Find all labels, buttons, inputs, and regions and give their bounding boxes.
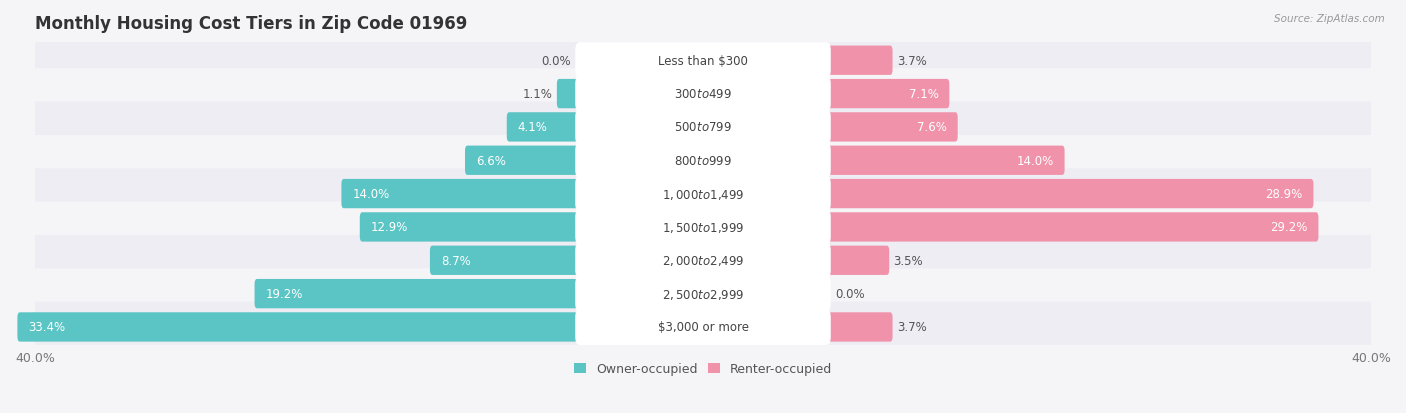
FancyBboxPatch shape: [21, 102, 1385, 153]
Text: $1,000 to $1,499: $1,000 to $1,499: [662, 187, 744, 201]
Text: 3.7%: 3.7%: [897, 55, 927, 68]
Text: $1,500 to $1,999: $1,500 to $1,999: [662, 221, 744, 234]
Text: $500 to $799: $500 to $799: [673, 121, 733, 134]
FancyBboxPatch shape: [825, 246, 889, 275]
Text: 4.1%: 4.1%: [517, 121, 547, 134]
Text: 12.9%: 12.9%: [371, 221, 408, 234]
FancyBboxPatch shape: [21, 302, 1385, 352]
Text: 7.6%: 7.6%: [917, 121, 946, 134]
FancyBboxPatch shape: [21, 36, 1385, 86]
FancyBboxPatch shape: [575, 143, 831, 179]
Text: 1.1%: 1.1%: [523, 88, 553, 101]
FancyBboxPatch shape: [342, 180, 581, 209]
FancyBboxPatch shape: [825, 146, 1064, 176]
FancyBboxPatch shape: [575, 209, 831, 245]
Text: 28.9%: 28.9%: [1265, 188, 1302, 201]
Text: 6.6%: 6.6%: [475, 154, 506, 167]
Text: 14.0%: 14.0%: [1017, 154, 1053, 167]
Text: $2,500 to $2,999: $2,500 to $2,999: [662, 287, 744, 301]
FancyBboxPatch shape: [825, 46, 893, 76]
Text: 0.0%: 0.0%: [835, 287, 865, 300]
Text: $300 to $499: $300 to $499: [673, 88, 733, 101]
FancyBboxPatch shape: [21, 268, 1385, 319]
FancyBboxPatch shape: [575, 276, 831, 312]
Text: 0.0%: 0.0%: [541, 55, 571, 68]
Text: 8.7%: 8.7%: [441, 254, 471, 267]
FancyBboxPatch shape: [21, 202, 1385, 253]
FancyBboxPatch shape: [825, 113, 957, 142]
FancyBboxPatch shape: [575, 176, 831, 212]
Text: Monthly Housing Cost Tiers in Zip Code 01969: Monthly Housing Cost Tiers in Zip Code 0…: [35, 15, 467, 33]
FancyBboxPatch shape: [575, 43, 831, 79]
FancyBboxPatch shape: [21, 235, 1385, 286]
FancyBboxPatch shape: [21, 69, 1385, 120]
Legend: Owner-occupied, Renter-occupied: Owner-occupied, Renter-occupied: [574, 363, 832, 375]
Text: 19.2%: 19.2%: [266, 287, 302, 300]
FancyBboxPatch shape: [430, 246, 581, 275]
Text: 7.1%: 7.1%: [908, 88, 938, 101]
Text: 33.4%: 33.4%: [28, 320, 66, 334]
FancyBboxPatch shape: [825, 180, 1313, 209]
FancyBboxPatch shape: [575, 309, 831, 345]
FancyBboxPatch shape: [21, 169, 1385, 219]
Text: 29.2%: 29.2%: [1270, 221, 1308, 234]
FancyBboxPatch shape: [557, 80, 581, 109]
Text: Less than $300: Less than $300: [658, 55, 748, 68]
Text: 14.0%: 14.0%: [353, 188, 389, 201]
FancyBboxPatch shape: [575, 76, 831, 112]
FancyBboxPatch shape: [21, 135, 1385, 186]
FancyBboxPatch shape: [360, 213, 581, 242]
Text: $800 to $999: $800 to $999: [673, 154, 733, 167]
Text: 3.7%: 3.7%: [897, 320, 927, 334]
FancyBboxPatch shape: [825, 213, 1319, 242]
FancyBboxPatch shape: [825, 313, 893, 342]
FancyBboxPatch shape: [465, 146, 581, 176]
FancyBboxPatch shape: [575, 243, 831, 279]
Text: Source: ZipAtlas.com: Source: ZipAtlas.com: [1274, 14, 1385, 24]
Text: $2,000 to $2,499: $2,000 to $2,499: [662, 254, 744, 268]
FancyBboxPatch shape: [825, 80, 949, 109]
FancyBboxPatch shape: [17, 313, 581, 342]
FancyBboxPatch shape: [506, 113, 581, 142]
FancyBboxPatch shape: [254, 279, 581, 309]
Text: $3,000 or more: $3,000 or more: [658, 320, 748, 334]
FancyBboxPatch shape: [575, 109, 831, 145]
Text: 3.5%: 3.5%: [893, 254, 922, 267]
